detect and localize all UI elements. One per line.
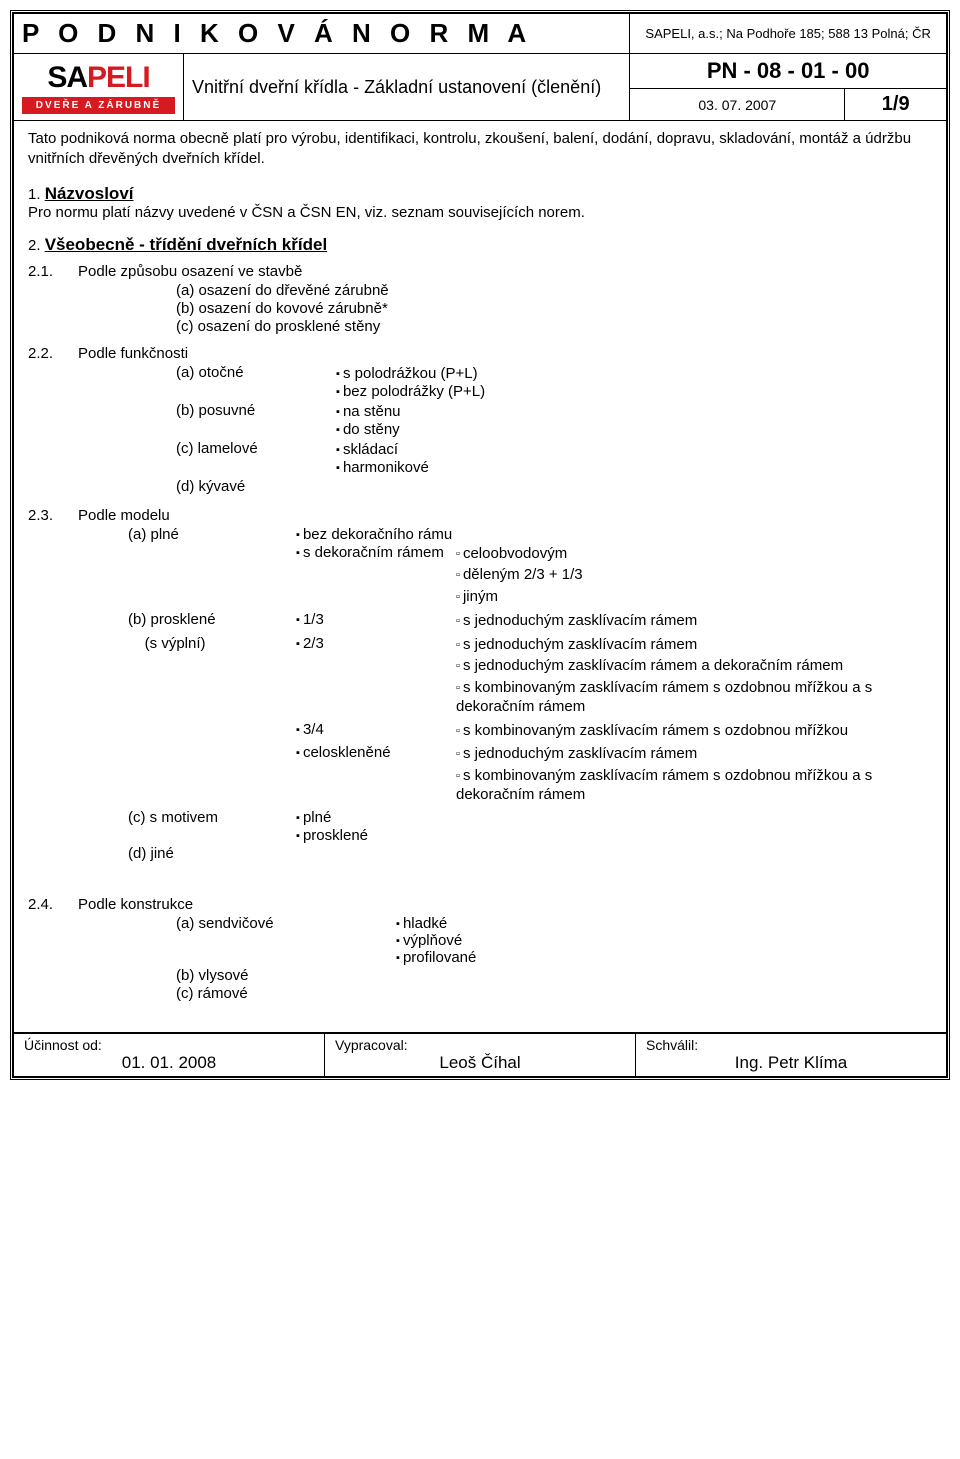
s23-a-key: (a) plné: [128, 526, 296, 543]
s23-b-v2-s2: s jednoduchým zasklívacím rámem a dekora…: [463, 657, 843, 674]
document: P O D N I K O V Á N O R M A SAPELI, a.s.…: [10, 10, 950, 1080]
section-2-4-header: 2.4. Podle konstrukce: [28, 896, 932, 913]
logo-text: SAPELI: [22, 61, 175, 95]
footer-label-1: Účinnost od:: [24, 1037, 314, 1053]
s23-b-key1: (b) prosklené: [128, 611, 296, 628]
section-2-3-header: 2.3. Podle modelu: [28, 507, 932, 524]
s22-c-key: (c) lamelové: [176, 440, 336, 457]
s23-a-v2-s1: celoobvodovým: [463, 545, 567, 562]
s22-a-v2: bez polodrážky (P+L): [343, 383, 485, 400]
s23-b-v3: 3/4: [303, 721, 324, 738]
logo-black: SA: [47, 61, 87, 94]
section-2-2-title: Podle funkčnosti: [78, 345, 932, 362]
section-1: 1. Názvosloví Pro normu platí názvy uved…: [28, 184, 932, 221]
s24-b-key: (b) vlysové: [176, 967, 396, 984]
footer-table: Účinnost od: 01. 01. 2008 Vypracoval: Le…: [13, 1033, 947, 1077]
s23-b-v4-s1: s jednoduchým zasklívacím rámem: [463, 745, 697, 762]
section-1-title: Názvosloví: [45, 184, 134, 203]
section-2-1-num: 2.1.: [28, 263, 78, 280]
s23-d-key: (d) jiné: [128, 845, 296, 862]
footer-value-3: Ing. Petr Klíma: [646, 1053, 936, 1073]
company-info: SAPELI, a.s.; Na Podhoře 185; 588 13 Pol…: [630, 14, 947, 54]
section-2-1-header: 2.1. Podle způsobu osazení ve stavbě: [28, 263, 932, 280]
doc-subtitle: Vnitřní dveřní křídla - Základní ustanov…: [184, 54, 630, 121]
s23-b-v1-s1: s jednoduchým zasklívacím rámem: [463, 612, 697, 629]
page-number: 1/9: [845, 89, 947, 121]
section-1-desc: Pro normu platí názvy uvedené v ČSN a ČS…: [28, 204, 932, 221]
section-2-1-list: (a) osazení do dřevěné zárubně (b) osaze…: [176, 282, 932, 335]
logo-red: PELI: [87, 61, 150, 94]
s23-a-v1: bez dekoračního rámu: [303, 526, 452, 543]
footer-value-2: Leoš Číhal: [335, 1053, 625, 1073]
s23-c-key: (c) s motivem: [128, 809, 296, 826]
s24-a-key: (a) sendvičové: [176, 915, 396, 932]
s24-c-key: (c) rámové: [176, 985, 396, 1002]
s22-b-v2: do stěny: [343, 421, 400, 438]
s23-a-v2-s3: jiným: [463, 588, 498, 605]
s24-a-v2: výplňové: [403, 932, 462, 949]
section-2-4-num: 2.4.: [28, 896, 78, 913]
main-title: P O D N I K O V Á N O R M A: [14, 14, 630, 54]
section-2-2-header: 2.2. Podle funkčnosti: [28, 345, 932, 362]
logo-subtitle: DVEŘE A ZÁRUBNĚ: [22, 97, 175, 114]
s23-a-v2-s2: děleným 2/3 + 1/3: [463, 566, 583, 583]
s23-c-v2: prosklené: [303, 827, 368, 844]
s22-d-key: (d) kývavé: [176, 478, 336, 495]
s23-b-key2: (s výplní): [128, 635, 296, 652]
s21-item-c: (c) osazení do prosklené stěny: [176, 318, 932, 335]
s23-b-v2-s3: s kombinovaným zasklívacím rámem s ozdob…: [456, 679, 872, 715]
s23-b-v2: 2/3: [303, 635, 324, 652]
footer-value-1: 01. 01. 2008: [24, 1053, 314, 1073]
content-body: Tato podniková norma obecně platí pro vý…: [13, 121, 947, 1033]
s24-a-v3: profilované: [403, 949, 476, 966]
section-2-3-title: Podle modelu: [78, 507, 932, 524]
doc-date: 03. 07. 2007: [630, 89, 845, 121]
s22-c-v1: skládací: [343, 441, 398, 458]
section-2-2-grid: (a) otočné s polodrážkou (P+L) bez polod…: [176, 364, 932, 495]
section-2-3-grid: (a) plné bez dekoračního rámu s dekoračn…: [128, 526, 932, 862]
section-2-1-title: Podle způsobu osazení ve stavbě: [78, 263, 932, 280]
section-2-2-num: 2.2.: [28, 345, 78, 362]
section-2-4-grid: (a) sendvičové hladké výplňové profilova…: [176, 915, 932, 1002]
s23-b-v1: 1/3: [303, 611, 324, 628]
section-2-num: 2.: [28, 237, 41, 254]
s24-a-v1: hladké: [403, 915, 447, 932]
s23-b-v2-s1: s jednoduchým zasklívacím rámem: [463, 636, 697, 653]
s22-b-key: (b) posuvné: [176, 402, 336, 419]
s21-item-a: (a) osazení do dřevěné zárubně: [176, 282, 932, 299]
section-1-num: 1.: [28, 186, 41, 203]
section-2-4-title: Podle konstrukce: [78, 896, 932, 913]
s23-c-v1: plné: [303, 809, 331, 826]
s21-item-b: (b) osazení do kovové zárubně*: [176, 300, 932, 317]
section-2-3-num: 2.3.: [28, 507, 78, 524]
s23-b-v4: celoskleněné: [303, 744, 391, 761]
s22-c-v2: harmonikové: [343, 459, 429, 476]
section-2-title: Všeobecně - třídění dveřních křídel: [45, 235, 327, 254]
s23-b-v4-s2: s kombinovaným zasklívacím rámem s ozdob…: [456, 767, 872, 803]
s22-a-key: (a) otočné: [176, 364, 336, 381]
s22-a-v1: s polodrážkou (P+L): [343, 365, 478, 382]
intro-paragraph: Tato podniková norma obecně platí pro vý…: [28, 129, 932, 170]
logo-cell: SAPELI DVEŘE A ZÁRUBNĚ: [14, 54, 184, 121]
s23-b-v3-s1: s kombinovaným zasklívacím rámem s ozdob…: [463, 722, 848, 739]
section-2: 2. Všeobecně - třídění dveřních křídel: [28, 235, 932, 255]
footer-label-2: Vypracoval:: [335, 1037, 625, 1053]
footer-label-3: Schválil:: [646, 1037, 936, 1053]
s22-b-v1: na stěnu: [343, 403, 401, 420]
header-table: P O D N I K O V Á N O R M A SAPELI, a.s.…: [13, 13, 947, 121]
pn-number: PN - 08 - 01 - 00: [630, 54, 947, 89]
s23-a-v2: s dekoračním rámem: [303, 544, 444, 561]
